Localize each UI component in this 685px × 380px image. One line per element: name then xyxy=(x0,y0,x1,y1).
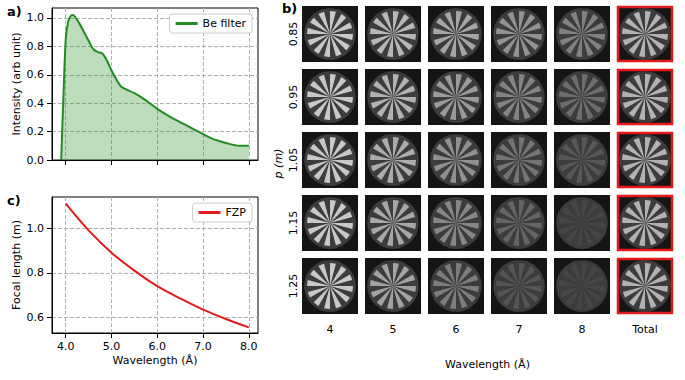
svg-text:Total: Total xyxy=(631,323,658,336)
svg-text:8.0: 8.0 xyxy=(240,340,258,353)
svg-text:FZP: FZP xyxy=(226,206,247,219)
svg-text:b): b) xyxy=(282,1,297,16)
svg-text:7: 7 xyxy=(516,323,523,336)
svg-text:0.2: 0.2 xyxy=(27,125,45,138)
svg-text:Intensity (arb unit): Intensity (arb unit) xyxy=(10,32,23,135)
svg-text:4.0: 4.0 xyxy=(57,340,75,353)
svg-text:0.6: 0.6 xyxy=(27,68,45,81)
svg-text:Be filter: Be filter xyxy=(203,17,247,30)
svg-text:1.15: 1.15 xyxy=(287,211,300,236)
svg-text:1.0: 1.0 xyxy=(27,222,45,235)
svg-text:1.25: 1.25 xyxy=(287,274,300,299)
svg-text:7.0: 7.0 xyxy=(194,340,212,353)
svg-text:0.95: 0.95 xyxy=(287,85,300,110)
svg-text:5: 5 xyxy=(390,323,397,336)
svg-text:1.0: 1.0 xyxy=(27,11,45,24)
svg-text:6.0: 6.0 xyxy=(149,340,167,353)
svg-text:1.05: 1.05 xyxy=(287,148,300,173)
svg-text:c): c) xyxy=(7,193,21,208)
svg-text:8: 8 xyxy=(579,323,586,336)
svg-text:0.0: 0.0 xyxy=(27,154,45,167)
svg-text:Focal length (m): Focal length (m) xyxy=(10,220,23,310)
svg-text:0.4: 0.4 xyxy=(27,97,45,110)
svg-text:4: 4 xyxy=(327,323,334,336)
svg-text:5.0: 5.0 xyxy=(103,340,121,353)
svg-text:p (m): p (m) xyxy=(272,149,285,180)
svg-text:0.8: 0.8 xyxy=(27,266,45,279)
svg-text:Wavelength (Å): Wavelength (Å) xyxy=(113,354,198,367)
svg-text:0.85: 0.85 xyxy=(287,22,300,47)
svg-text:a): a) xyxy=(7,4,22,19)
svg-text:6: 6 xyxy=(453,323,460,336)
svg-text:0.6: 0.6 xyxy=(27,311,45,324)
svg-text:Wavelength (Å): Wavelength (Å) xyxy=(445,358,530,371)
svg-text:0.8: 0.8 xyxy=(27,40,45,53)
